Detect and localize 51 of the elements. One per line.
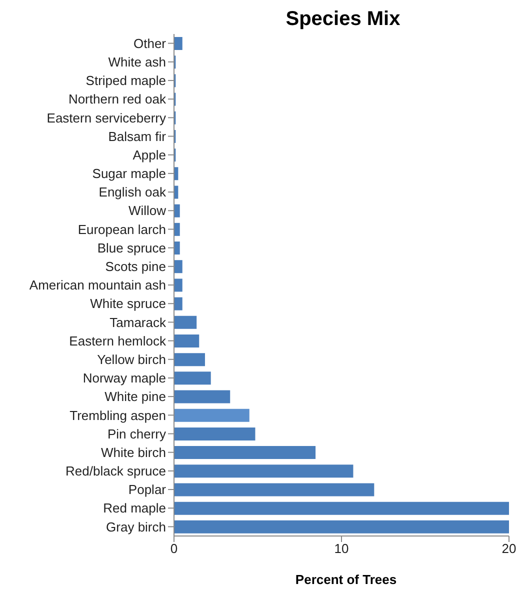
y-tick-label: Blue spruce [97, 240, 166, 256]
bar [174, 502, 509, 515]
y-tick-label: Red/black spruce [66, 464, 166, 479]
y-tick-label: Yellow birch [97, 352, 166, 367]
bar [174, 464, 354, 478]
y-tick-label: Northern red oak [68, 92, 166, 107]
y-tick-label: Poplar [128, 482, 167, 498]
bar [174, 427, 256, 440]
bar [174, 353, 205, 366]
chart-title: Species Mix [284, 8, 402, 32]
bar [174, 278, 182, 292]
y-tick-label: American mountain ash [29, 278, 166, 293]
y-tick-label: Scots pine [105, 259, 166, 274]
y-tick-label: English oak [98, 184, 166, 200]
y-tick-label: Eastern serviceberry [46, 110, 166, 126]
bar [174, 372, 211, 385]
bar [174, 483, 374, 496]
y-tick-label: White birch [100, 444, 166, 460]
y-tick-label: Sugar maple [92, 166, 166, 182]
bar [174, 520, 509, 534]
bar [174, 408, 250, 422]
y-tick-label: Gray birch [106, 519, 166, 534]
bar [174, 316, 197, 329]
y-tick-label: Apple [132, 147, 166, 162]
bar [174, 242, 180, 255]
bar [174, 390, 230, 404]
x-axis-title: Percent of Trees [294, 572, 398, 587]
x-tick-label: 0 [170, 541, 178, 556]
y-tick-label: Red maple [103, 500, 166, 516]
bar [174, 222, 180, 236]
bar [174, 204, 180, 218]
bar [174, 37, 182, 50]
y-tick-label: Trembling aspen [70, 408, 166, 423]
y-tick-label: Tamarack [110, 314, 166, 330]
y-tick-label: European larch [78, 222, 166, 237]
x-tick-label: 10 [334, 541, 349, 556]
y-tick-label: White ash [108, 54, 166, 70]
y-tick-label: Norway maple [82, 370, 166, 386]
y-tick-label: Other [133, 36, 167, 51]
y-tick-label: Striped maple [86, 73, 166, 88]
y-tick-label: Eastern hemlock [69, 333, 166, 348]
bar [174, 297, 182, 310]
y-tick-label: White pine [104, 389, 166, 404]
bar [174, 446, 316, 460]
bar [174, 260, 182, 274]
bar [174, 334, 200, 348]
y-tick-label: Balsam fir [108, 128, 167, 144]
y-tick-label: Willow [128, 203, 167, 218]
x-tick-label: 20 [502, 541, 516, 556]
y-tick-label: White spruce [90, 296, 166, 312]
y-tick-label: Pin cherry [107, 426, 166, 442]
